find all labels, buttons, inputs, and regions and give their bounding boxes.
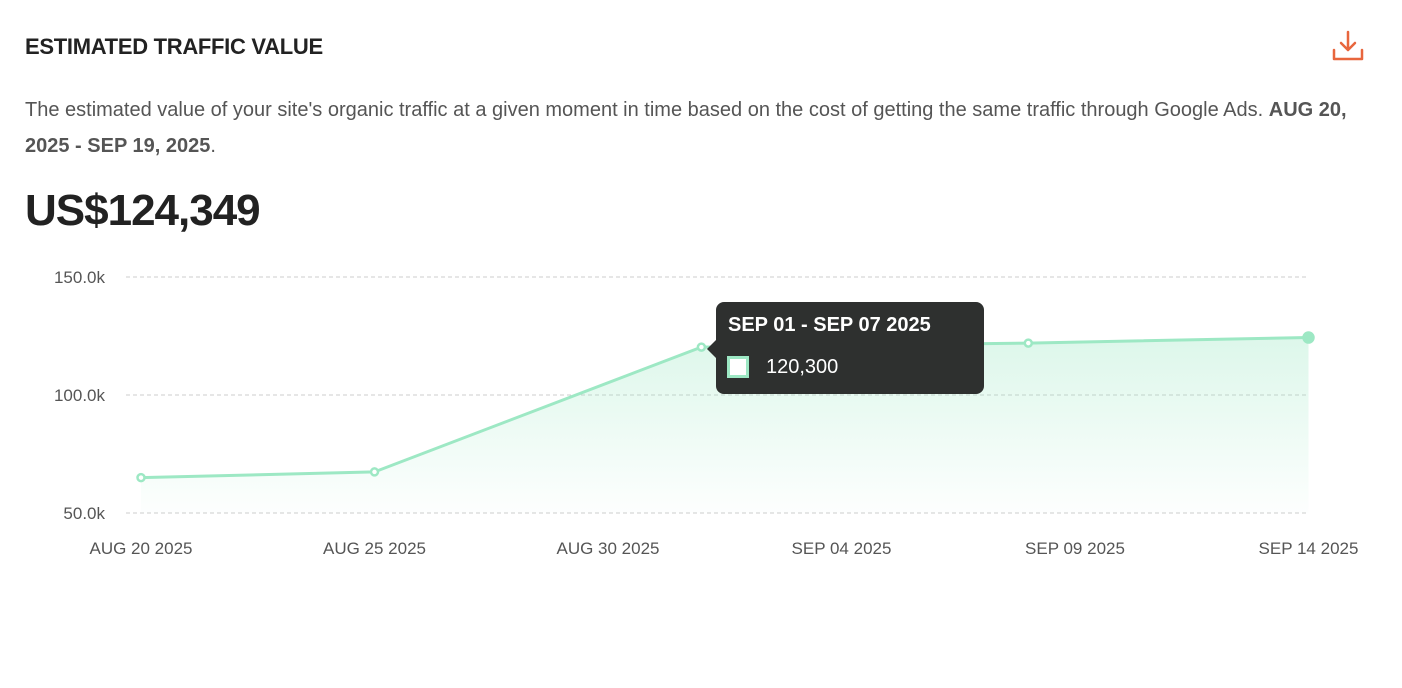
data-point bbox=[1023, 338, 1034, 348]
widget-title: ESTIMATED TRAFFIC VALUE bbox=[25, 34, 323, 59]
y-tick-label: 100.0k bbox=[54, 386, 106, 405]
x-tick-label: AUG 30 2025 bbox=[556, 539, 659, 558]
x-tick-label: AUG 20 2025 bbox=[89, 539, 192, 558]
date-range: AUG 20, 2025 - SEP 19, 2025 bbox=[25, 99, 1347, 157]
tooltip-title: SEP 01 - SEP 07 2025 bbox=[728, 314, 931, 336]
y-tick-label: 150.0k bbox=[54, 268, 106, 287]
tooltip-value: 120,300 bbox=[766, 356, 839, 378]
total-value: US$124,349 bbox=[25, 186, 261, 235]
x-tick-label: SEP 09 2025 bbox=[1025, 539, 1125, 558]
description-end: . bbox=[210, 135, 216, 157]
y-tick-label: 50.0k bbox=[63, 504, 105, 523]
tooltip-swatch bbox=[727, 356, 749, 378]
x-tick-label: SEP 04 2025 bbox=[792, 539, 892, 558]
description: The estimated value of your site's organ… bbox=[25, 92, 1385, 164]
data-point bbox=[136, 472, 146, 483]
area-fill bbox=[141, 337, 1309, 513]
x-tick-label: AUG 25 2025 bbox=[323, 539, 426, 558]
download-button[interactable] bbox=[1330, 28, 1366, 64]
description-text: The estimated value of your site's organ… bbox=[25, 99, 1269, 121]
data-point bbox=[369, 467, 380, 477]
data-point bbox=[696, 342, 707, 352]
download-icon bbox=[1332, 30, 1364, 61]
data-point bbox=[1302, 331, 1315, 344]
x-tick-label: SEP 14 2025 bbox=[1259, 539, 1359, 558]
tooltip: SEP 01 - SEP 07 2025 120,300 bbox=[707, 302, 984, 394]
